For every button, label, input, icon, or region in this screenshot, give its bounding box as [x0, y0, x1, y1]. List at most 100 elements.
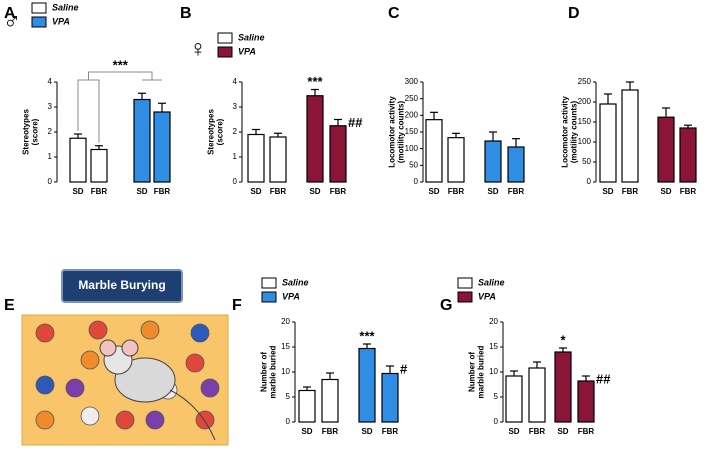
y-tick-label: 150: [578, 117, 592, 126]
legend-label: VPA: [478, 291, 496, 301]
panel-letter: G: [440, 297, 452, 314]
legend-swatch: [217, 32, 233, 44]
bar: [528, 367, 546, 423]
bar: [358, 347, 376, 423]
panel-letter: D: [568, 5, 580, 22]
x-tick-label: FBR: [382, 427, 399, 436]
bar: [577, 380, 595, 423]
x-tick-label: SD: [557, 427, 568, 436]
y-tick-label: 3: [48, 102, 53, 111]
bar: [298, 389, 316, 423]
x-tick-label: FBR: [322, 427, 339, 436]
title-button: [61, 269, 183, 303]
y-tick-label: 300: [405, 77, 419, 86]
bar: [657, 116, 675, 183]
x-tick-label: FBR: [508, 187, 525, 196]
legend-label: Saline: [282, 277, 309, 287]
x-tick-label: FBR: [578, 427, 595, 436]
bar: [381, 372, 399, 423]
x-tick-label: SD: [72, 187, 83, 196]
x-tick-label: SD: [361, 427, 372, 436]
bar: [621, 89, 639, 183]
y-tick-label: 100: [405, 144, 419, 153]
x-tick-label: SD: [301, 427, 312, 436]
sex-symbol: ♀: [189, 35, 207, 62]
legend-swatch: [217, 46, 233, 58]
illustration-title: Marble Burying: [78, 278, 165, 292]
panel-letter: C: [388, 5, 400, 22]
legend-swatch: [31, 2, 47, 14]
legend-swatch: [31, 16, 47, 28]
y-axis-label: (score): [31, 118, 40, 145]
y-tick-label: 150: [405, 127, 419, 136]
y-tick-label: 0: [587, 177, 592, 186]
bar: [447, 137, 465, 183]
y-tick-label: 5: [494, 392, 499, 401]
x-tick-label: SD: [508, 427, 519, 436]
legend-label: Saline: [52, 2, 79, 12]
y-axis-label: Stereotypes: [207, 109, 216, 155]
y-axis-label: marble buried: [269, 345, 278, 398]
x-tick-label: SD: [602, 187, 613, 196]
x-tick-label: SD: [660, 187, 671, 196]
y-tick-label: 0: [286, 417, 291, 426]
x-tick-label: FBR: [270, 187, 287, 196]
y-tick-label: 1: [233, 152, 238, 161]
legend-label: VPA: [52, 16, 70, 26]
y-tick-label: 50: [409, 160, 418, 169]
bar: [679, 127, 697, 183]
y-axis-label: Stereotypes: [22, 109, 31, 155]
y-axis-label: (motility counts): [570, 101, 579, 164]
legend-label: VPA: [282, 291, 300, 301]
y-tick-label: 4: [233, 77, 238, 86]
y-tick-label: 10: [281, 367, 290, 376]
legend-swatch: [457, 291, 473, 303]
panel-letter: F: [232, 297, 242, 314]
bar: [306, 95, 324, 183]
legend-swatch: [457, 277, 473, 289]
y-tick-label: 20: [489, 317, 498, 326]
significance-bracket: [77, 71, 162, 143]
y-tick-label: 20: [281, 317, 290, 326]
significance: #: [400, 361, 408, 376]
y-tick-label: 100: [578, 137, 592, 146]
x-tick-label: SD: [250, 187, 261, 196]
bar: [505, 375, 523, 423]
panel-letter: A: [4, 5, 16, 22]
bar: [484, 140, 502, 183]
legend-label: VPA: [238, 46, 256, 56]
y-tick-label: 4: [48, 77, 53, 86]
sex-symbol: ♂: [3, 7, 21, 34]
legend-swatch: [261, 277, 277, 289]
y-axis-label: Locomotor activity: [561, 96, 570, 168]
y-axis-label: marble buried: [477, 345, 486, 398]
bar: [247, 133, 265, 183]
y-axis-label: Locomotor activity: [388, 96, 397, 168]
bar: [153, 111, 171, 183]
y-tick-label: 2: [48, 127, 53, 136]
bar: [69, 137, 87, 183]
x-tick-label: FBR: [529, 427, 546, 436]
y-tick-label: 0: [494, 417, 499, 426]
x-tick-label: SD: [428, 187, 439, 196]
y-tick-label: 200: [405, 110, 419, 119]
y-tick-label: 0: [48, 177, 53, 186]
y-tick-label: 2: [233, 127, 238, 136]
y-tick-label: 1: [48, 152, 53, 161]
y-tick-label: 5: [286, 392, 291, 401]
y-axis-label: (score): [216, 118, 225, 145]
x-tick-label: FBR: [154, 187, 171, 196]
y-tick-label: 0: [233, 177, 238, 186]
y-axis-label: Number of: [260, 352, 269, 392]
significance: ##: [596, 371, 611, 386]
y-tick-label: 3: [233, 102, 238, 111]
x-tick-label: FBR: [330, 187, 347, 196]
bar: [554, 351, 572, 423]
legend-label: Saline: [478, 277, 505, 287]
marbles: [35, 320, 220, 430]
x-tick-label: FBR: [622, 187, 639, 196]
legend-swatch: [261, 291, 277, 303]
panel-letter: E: [4, 297, 15, 314]
y-axis-label: Number of: [468, 352, 477, 392]
